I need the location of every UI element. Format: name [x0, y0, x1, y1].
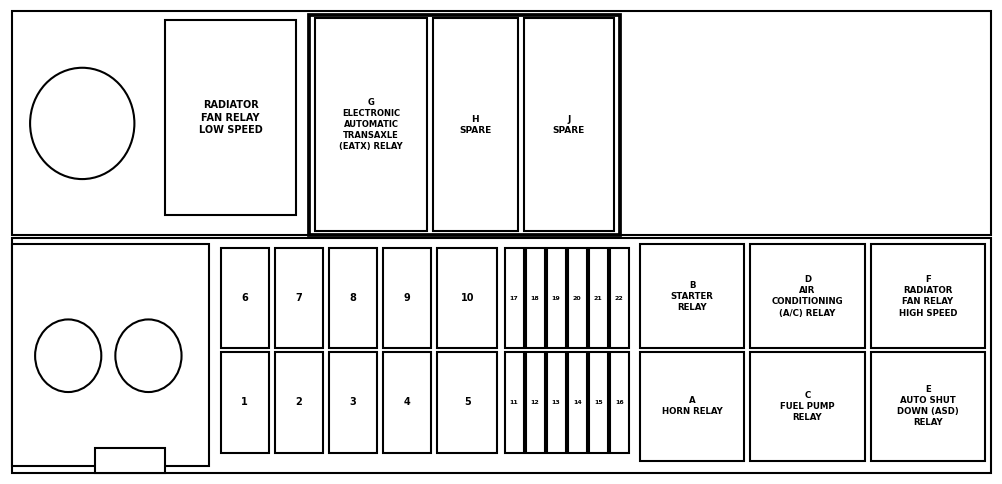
- Bar: [749, 244, 864, 348]
- Text: 8: 8: [350, 293, 356, 303]
- Ellipse shape: [35, 319, 101, 392]
- Text: 9: 9: [404, 293, 410, 303]
- Bar: [12, 244, 208, 466]
- Text: 16: 16: [614, 400, 623, 405]
- Bar: [12, 238, 990, 473]
- Text: 13: 13: [551, 400, 560, 405]
- Text: 14: 14: [572, 400, 581, 405]
- Bar: [12, 11, 990, 235]
- Text: 17: 17: [509, 296, 518, 301]
- Text: A
HORN RELAY: A HORN RELAY: [661, 396, 721, 416]
- Bar: [315, 18, 427, 231]
- Text: 7: 7: [296, 293, 302, 303]
- Text: J
SPARE: J SPARE: [552, 115, 584, 135]
- Bar: [504, 352, 523, 453]
- Bar: [609, 248, 628, 348]
- Text: D
AIR
CONDITIONING
(A/C) RELAY: D AIR CONDITIONING (A/C) RELAY: [771, 275, 843, 318]
- Text: H
SPARE: H SPARE: [459, 115, 491, 135]
- Text: 19: 19: [551, 296, 560, 301]
- Text: 5: 5: [464, 397, 470, 407]
- Bar: [437, 248, 497, 348]
- Bar: [639, 244, 743, 348]
- Ellipse shape: [30, 68, 134, 179]
- Text: F
RADIATOR
FAN RELAY
HIGH SPEED: F RADIATOR FAN RELAY HIGH SPEED: [898, 275, 956, 318]
- Ellipse shape: [115, 319, 181, 392]
- Bar: [546, 248, 565, 348]
- Text: E
AUTO SHUT
DOWN (ASD)
RELAY: E AUTO SHUT DOWN (ASD) RELAY: [896, 385, 958, 427]
- Text: 12: 12: [530, 400, 539, 405]
- Bar: [523, 18, 613, 231]
- Text: 4: 4: [404, 397, 410, 407]
- Text: 10: 10: [460, 293, 474, 303]
- Text: B
STARTER
RELAY: B STARTER RELAY: [670, 281, 712, 312]
- Bar: [609, 352, 628, 453]
- Bar: [329, 352, 377, 453]
- Text: RADIATOR
FAN RELAY
LOW SPEED: RADIATOR FAN RELAY LOW SPEED: [198, 101, 263, 135]
- Bar: [525, 248, 544, 348]
- Bar: [588, 248, 607, 348]
- Text: 15: 15: [593, 400, 602, 405]
- Bar: [220, 352, 269, 453]
- Bar: [220, 248, 269, 348]
- Bar: [567, 248, 586, 348]
- Bar: [749, 352, 864, 461]
- Bar: [567, 352, 586, 453]
- Bar: [504, 248, 523, 348]
- Bar: [275, 352, 323, 453]
- Text: 21: 21: [593, 296, 602, 301]
- Bar: [433, 18, 517, 231]
- Text: G
ELECTRONIC
AUTOMATIC
TRANSAXLE
(EATX) RELAY: G ELECTRONIC AUTOMATIC TRANSAXLE (EATX) …: [339, 98, 403, 151]
- Text: 22: 22: [614, 296, 623, 301]
- Bar: [588, 352, 607, 453]
- Bar: [437, 352, 497, 453]
- Text: 11: 11: [509, 400, 518, 405]
- Bar: [383, 352, 431, 453]
- Bar: [329, 248, 377, 348]
- Text: 18: 18: [530, 296, 539, 301]
- Text: C
FUEL PUMP
RELAY: C FUEL PUMP RELAY: [780, 391, 834, 422]
- Bar: [275, 248, 323, 348]
- Bar: [165, 20, 296, 215]
- Text: 20: 20: [572, 296, 581, 301]
- Text: 3: 3: [350, 397, 356, 407]
- Bar: [639, 352, 743, 461]
- Bar: [525, 352, 544, 453]
- Bar: [309, 15, 619, 235]
- Bar: [870, 352, 984, 461]
- Bar: [870, 244, 984, 348]
- Bar: [383, 248, 431, 348]
- Text: 6: 6: [241, 293, 247, 303]
- Text: 1: 1: [241, 397, 247, 407]
- Bar: [95, 448, 165, 473]
- Text: 2: 2: [296, 397, 302, 407]
- Bar: [546, 352, 565, 453]
